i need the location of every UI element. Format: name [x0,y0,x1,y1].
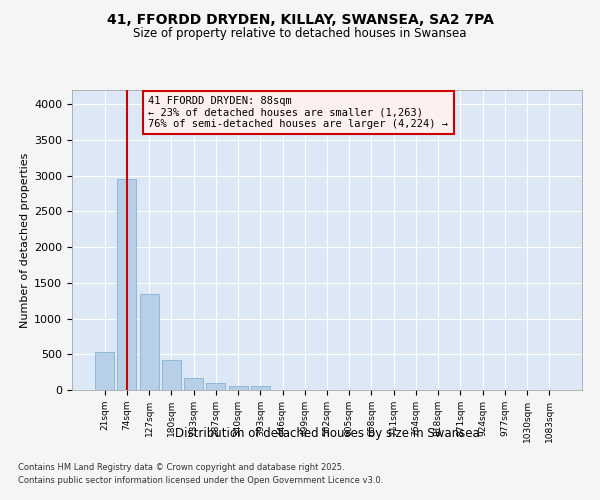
Text: Contains HM Land Registry data © Crown copyright and database right 2025.: Contains HM Land Registry data © Crown c… [18,464,344,472]
Text: Contains public sector information licensed under the Open Government Licence v3: Contains public sector information licen… [18,476,383,485]
Bar [118,178,136,390]
Bar [95,352,114,390]
Text: 41, FFORDD DRYDEN, KILLAY, SWANSEA, SA2 7PA: 41, FFORDD DRYDEN, KILLAY, SWANSEA, SA2 … [107,12,493,26]
Bar [184,378,203,390]
Y-axis label: Number of detached properties: Number of detached properties [20,152,30,328]
Text: 41 FFORDD DRYDEN: 88sqm
← 23% of detached houses are smaller (1,263)
76% of semi: 41 FFORDD DRYDEN: 88sqm ← 23% of detache… [149,96,449,129]
Text: Distribution of detached houses by size in Swansea: Distribution of detached houses by size … [175,428,479,440]
Bar [140,294,158,390]
Bar [162,360,181,390]
Bar [251,386,270,390]
Text: Size of property relative to detached houses in Swansea: Size of property relative to detached ho… [133,28,467,40]
Bar [229,386,248,390]
Bar [206,383,225,390]
